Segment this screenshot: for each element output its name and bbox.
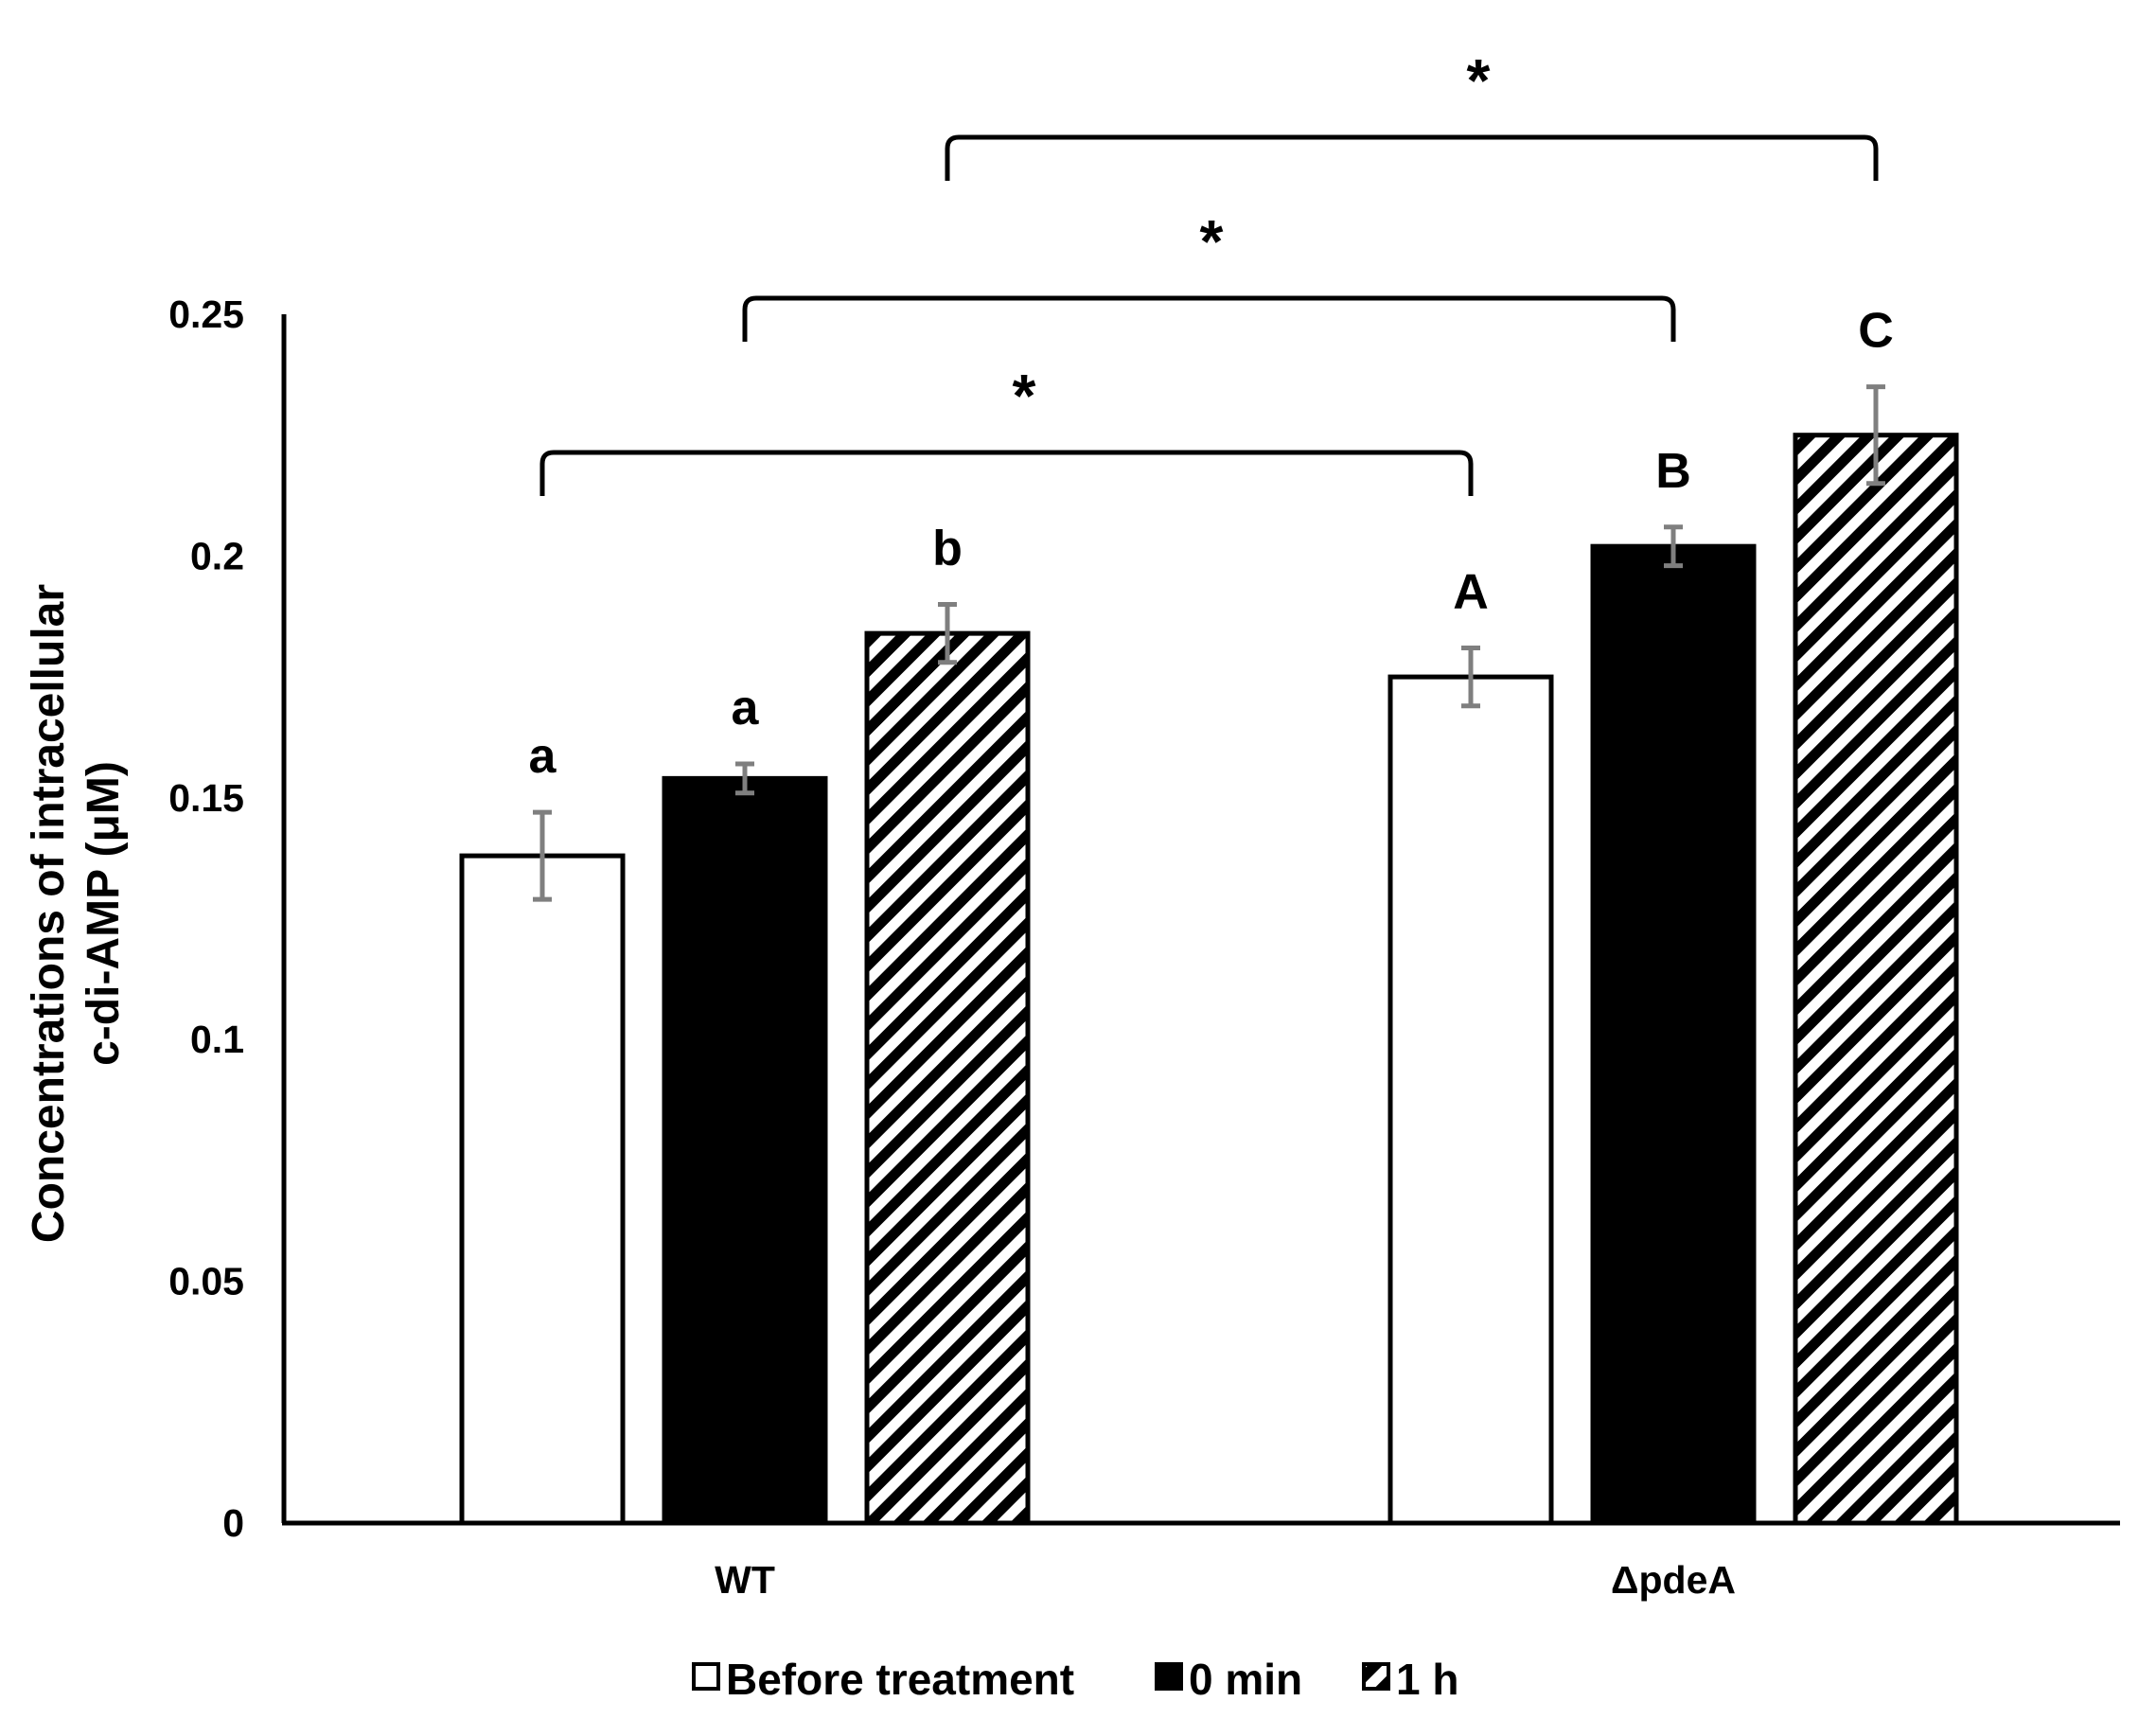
bar-pdea-0-min [1590,543,1757,1526]
error-bar [533,809,552,902]
significance-letter: a [732,681,760,735]
significance-star: * [1200,207,1224,275]
y-axis-ticks: 0 0.05 0.1 0.15 0.2 0.25 [168,292,244,1545]
error-bar [1664,524,1683,569]
legend-swatch [1362,1662,1390,1691]
comparison-bracket: * [539,362,1474,496]
bracket-line [742,295,1676,342]
y-axis-label: Concentrations of intracellular c-di-AMP… [24,584,129,1243]
comparison-bracket: * [742,207,1676,342]
legend-label: 1 h [1396,1655,1458,1704]
error-bars [533,384,1885,902]
significance-letter: b [932,521,963,576]
bar-pdea-1-h [1793,433,1959,1526]
y-tick-label: 0.05 [168,1260,244,1303]
bar-pdea-before-treatment [1387,674,1554,1526]
y-tick-label: 0 [222,1501,244,1545]
y-tick-label: 0.1 [190,1018,244,1061]
x-category-label: ΔpdeA [1611,1558,1736,1602]
y-axis-label-line-1: Concentrations of intracellular [24,584,74,1243]
significance-letter: A [1453,564,1489,619]
error-bar [735,761,754,796]
significance-star: * [1467,46,1491,115]
significance-letters: a Aa Bb C [529,304,1894,785]
y-tick-label: 0.15 [168,776,244,820]
significance-letter: B [1655,444,1691,499]
y-tick-label: 0.2 [190,534,244,577]
significance-letter: C [1858,304,1894,359]
x-axis-categories: WT ΔpdeA [715,1558,1736,1602]
legend-label: Before treatment [726,1655,1074,1704]
error-bar [938,601,957,665]
comparison-brackets: * * * [539,46,1879,496]
bracket-line [539,450,1474,496]
bar-wt-before-treatment [459,853,626,1526]
legend-item: 1 h [1362,1655,1458,1704]
comparison-bracket: * [945,46,1879,181]
legend-swatch [692,1662,720,1691]
legend: Before treatment 0 min 1 h [692,1655,1458,1704]
legend-swatch [1155,1662,1183,1691]
bar-wt-1-h [864,630,1031,1526]
legend-item: 0 min [1155,1655,1302,1704]
bar-wt-0-min [662,775,828,1526]
significance-letter: a [529,729,557,784]
x-category-label: WT [715,1558,775,1602]
significance-star: * [1013,362,1036,430]
error-bar [1461,645,1480,709]
legend-label: 0 min [1189,1655,1302,1704]
bracket-line [945,134,1879,181]
legend-item: Before treatment [692,1655,1074,1704]
error-bar [1866,384,1885,487]
y-tick-label: 0.25 [168,292,244,336]
bars [459,433,1959,1526]
y-axis-label-line-2: c-di-AMP (μM) [79,761,129,1066]
